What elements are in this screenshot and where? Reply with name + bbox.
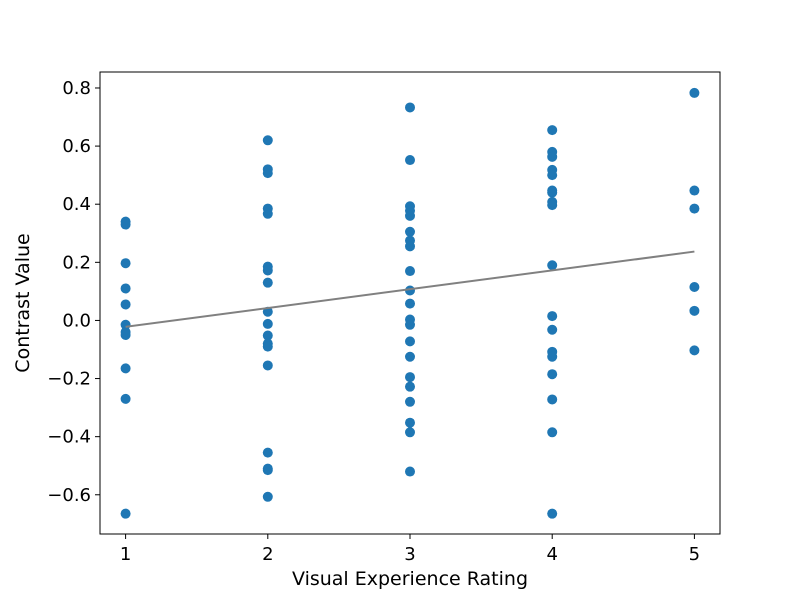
data-point: [262, 491, 273, 502]
y-tick-label: −0.4: [47, 427, 91, 448]
data-point: [547, 170, 558, 181]
y-tick-label: 0.2: [62, 252, 91, 273]
data-point: [547, 187, 558, 198]
data-point: [689, 185, 700, 196]
data-point: [547, 508, 558, 519]
y-axis-ticks: −0.6 −0.4 −0.2 0.0 0.2 0.4 0.6 0.8: [47, 78, 100, 506]
data-point: [262, 318, 273, 329]
data-point: [405, 351, 415, 362]
data-point: [547, 324, 558, 335]
x-tick-label: 3: [404, 544, 415, 565]
data-point: [120, 299, 131, 310]
data-point: [405, 210, 415, 221]
data-point: [689, 203, 700, 214]
x-tick-label: 4: [546, 544, 557, 565]
data-point: [547, 351, 558, 362]
data-point: [405, 381, 415, 392]
data-point: [120, 283, 131, 294]
y-tick-label: 0.6: [62, 136, 91, 157]
data-point: [689, 305, 700, 316]
data-point: [405, 466, 415, 477]
data-point: [405, 372, 415, 383]
data-point: [262, 447, 273, 458]
data-point: [262, 360, 273, 371]
data-point: [405, 155, 415, 166]
data-point: [405, 319, 415, 330]
y-tick-label: 0.0: [62, 310, 91, 331]
data-point: [262, 135, 273, 146]
data-point: [120, 393, 131, 404]
data-point: [405, 241, 415, 252]
x-tick-label: 1: [120, 544, 131, 565]
data-point: [547, 427, 558, 438]
x-tick-label: 2: [262, 544, 273, 565]
x-axis-ticks: 1 2 3 4 5: [120, 534, 700, 565]
data-point: [120, 508, 131, 519]
data-point: [120, 329, 131, 340]
y-axis-title: Contrast Value: [12, 233, 34, 372]
data-point: [547, 125, 558, 136]
data-point: [262, 341, 273, 352]
data-point: [120, 258, 131, 269]
data-point: [405, 336, 415, 347]
data-point: [262, 277, 273, 288]
data-point: [547, 200, 558, 211]
data-point: [120, 219, 131, 230]
data-points: [120, 87, 700, 519]
data-point: [262, 330, 273, 341]
data-point: [689, 282, 700, 293]
data-point: [547, 369, 558, 380]
data-point: [405, 417, 415, 428]
y-tick-label: −0.2: [47, 369, 91, 390]
data-point: [547, 394, 558, 405]
data-point: [405, 298, 415, 309]
x-axis-title: Visual Experience Rating: [292, 568, 528, 590]
data-point: [262, 265, 273, 276]
trend-line: [125, 250, 695, 328]
y-tick-label: −0.6: [47, 485, 91, 506]
data-point: [262, 208, 273, 219]
y-tick-label: 0.8: [62, 78, 91, 99]
data-point: [405, 427, 415, 438]
x-tick-label: 5: [689, 544, 700, 565]
data-point: [689, 345, 700, 356]
data-point: [547, 151, 558, 162]
data-point: [262, 168, 273, 179]
trend-line-group: [125, 250, 695, 328]
data-point: [120, 363, 131, 374]
y-tick-label: 0.4: [62, 194, 91, 215]
data-point: [547, 311, 558, 322]
data-point: [405, 266, 415, 277]
data-point: [547, 260, 558, 271]
data-point: [405, 396, 415, 407]
data-point: [262, 465, 273, 476]
data-point: [405, 102, 415, 113]
data-point: [405, 226, 415, 237]
data-point: [689, 87, 700, 98]
